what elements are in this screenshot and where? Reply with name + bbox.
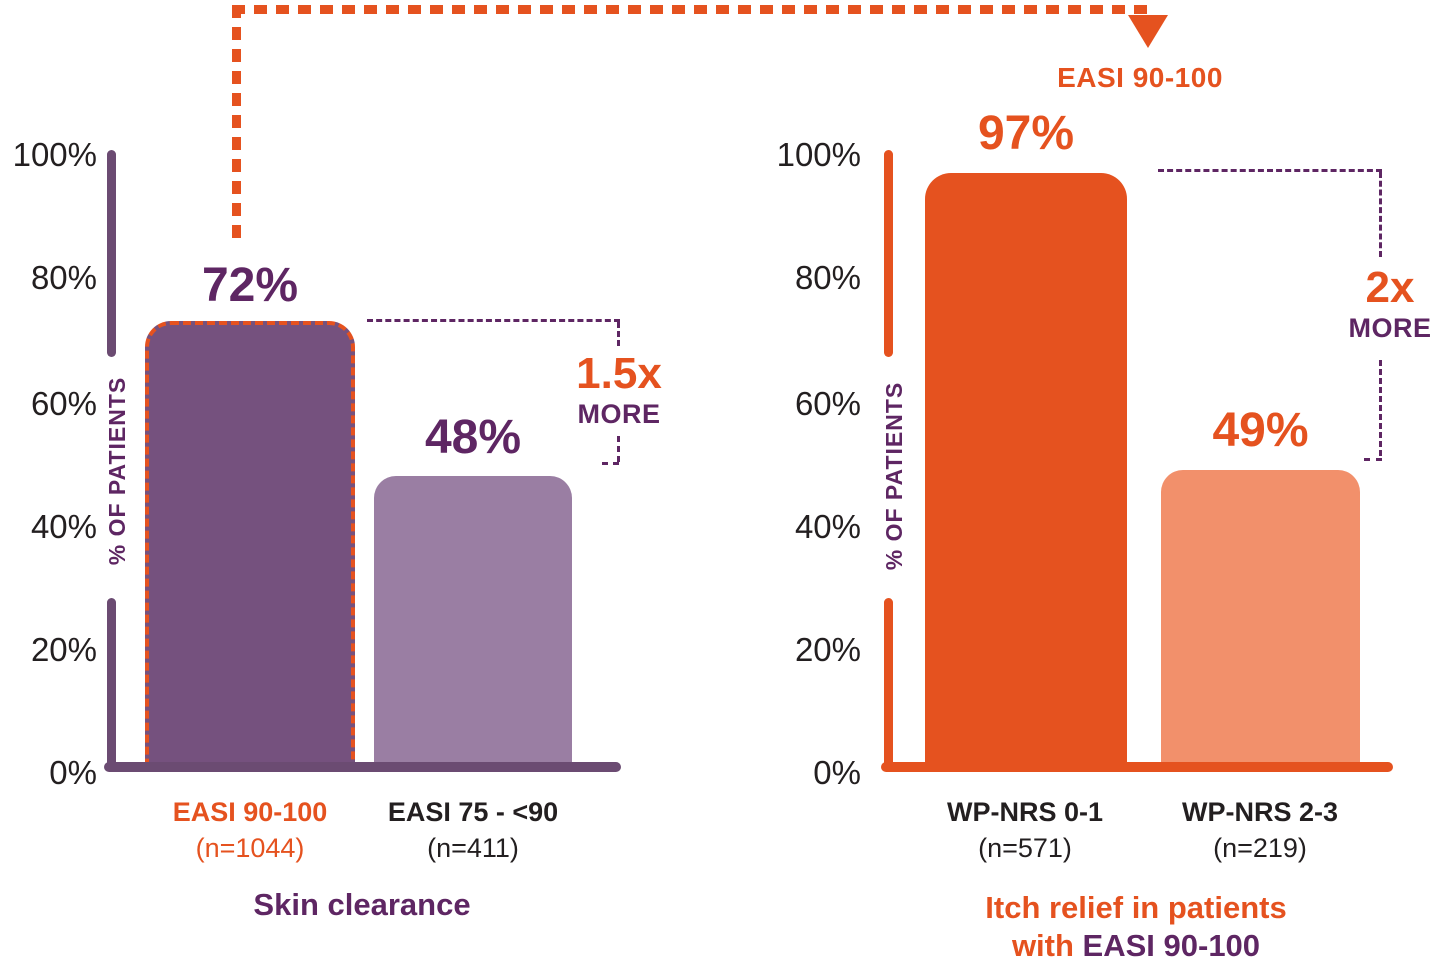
right-cat1: WP-NRS 0-1 (n=571) — [915, 797, 1135, 864]
right-multiplier-word: MORE — [1348, 313, 1431, 343]
right-cat1-n: (n=571) — [978, 833, 1072, 864]
connector-dotted-line-vertical — [232, 5, 241, 238]
left-y-axis-lower — [107, 598, 116, 770]
left-cat2: EASI 75 - <90 (n=411) — [360, 797, 586, 864]
right-y-axis-label: % OF PATIENTS — [881, 381, 907, 571]
right-chart-title: Itch relief in patients with EASI 90-100 — [906, 889, 1366, 960]
left-ytick-100: 100% — [12, 136, 97, 173]
right-cat2-label: WP-NRS 2-3 — [1181, 797, 1338, 827]
left-bar1-value: 72% — [201, 259, 299, 312]
right-multiplier-factor: 2x — [1365, 263, 1415, 312]
left-cat1-n: (n=1044) — [195, 833, 305, 864]
left-multiplier: 1.5x MORE — [554, 352, 684, 430]
left-bar-easi90-100 — [145, 321, 355, 770]
right-ytick-0: 0% — [813, 754, 861, 791]
right-title-line2-prefix: with — [1011, 927, 1083, 960]
left-ytick-40: 40% — [30, 508, 97, 545]
connector-arrow-down-icon — [1128, 15, 1168, 48]
left-bracket-top — [367, 319, 620, 322]
right-cat2-n: (n=219) — [1213, 833, 1307, 864]
right-title-line1: Itch relief in patients — [985, 890, 1287, 925]
left-multiplier-factor: 1.5x — [576, 349, 662, 398]
left-cat2-label: EASI 75 - <90 — [387, 797, 559, 827]
right-bar-wpnrs2-3 — [1161, 470, 1360, 770]
left-bracket-foot — [602, 462, 619, 465]
left-bar-easi75-90 — [374, 476, 572, 770]
right-y-axis-upper — [884, 150, 893, 357]
left-ytick-80: 80% — [30, 259, 97, 296]
right-bar-wpnrs0-1 — [925, 173, 1127, 770]
right-bracket-lower — [1379, 360, 1382, 456]
left-multiplier-word: MORE — [577, 399, 661, 429]
right-ytick-60: 60% — [794, 385, 861, 422]
left-x-axis — [104, 762, 621, 772]
right-ytick-40: 40% — [794, 508, 861, 545]
right-bracket-upper — [1379, 172, 1382, 257]
left-cat1: EASI 90-100 (n=1044) — [135, 797, 365, 864]
left-chart-title: Skin clearance — [253, 887, 471, 922]
right-ytick-100: 100% — [776, 136, 861, 173]
right-ytick-20: 20% — [794, 631, 861, 668]
right-ytick-80: 80% — [794, 259, 861, 296]
right-y-axis-lower — [884, 598, 893, 770]
right-x-axis — [881, 762, 1393, 772]
left-bracket-upper — [617, 322, 620, 346]
right-cat2: WP-NRS 2-3 (n=219) — [1150, 797, 1370, 864]
left-cat1-label: EASI 90-100 — [172, 797, 328, 827]
left-cat2-n: (n=411) — [427, 833, 519, 864]
connector-dotted-line-horizontal — [232, 5, 1150, 14]
right-bar1-value: 97% — [977, 107, 1075, 160]
right-bracket-foot — [1364, 458, 1382, 461]
left-bracket-lower — [617, 436, 620, 462]
left-ytick-60: 60% — [30, 385, 97, 422]
right-bar2-value: 49% — [1212, 404, 1309, 457]
left-bar2-value: 48% — [424, 411, 522, 464]
connector-label: EASI 90-100 — [1057, 62, 1223, 93]
left-y-axis-label: % OF PATIENTS — [104, 376, 130, 566]
left-y-axis-upper — [107, 150, 116, 357]
left-ytick-0: 0% — [49, 754, 97, 791]
left-ytick-20: 20% — [30, 631, 97, 668]
right-title-line2-highlight: EASI 90-100 — [1082, 927, 1261, 960]
right-bracket-top — [1158, 169, 1382, 172]
right-multiplier: 2x MORE — [1325, 266, 1431, 344]
right-cat1-label: WP-NRS 0-1 — [946, 797, 1103, 827]
